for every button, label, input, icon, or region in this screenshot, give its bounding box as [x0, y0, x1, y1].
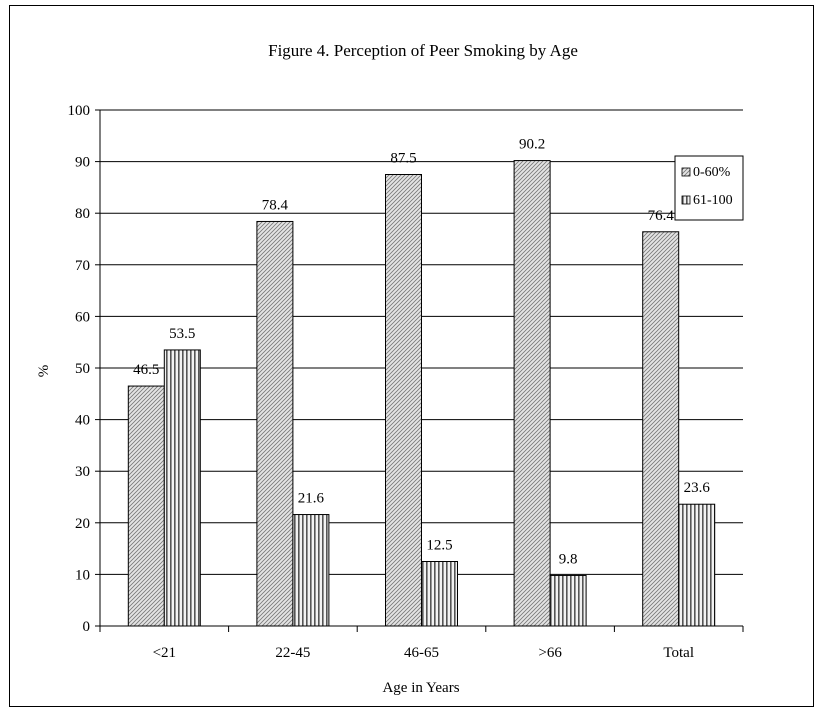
- y-tick-label-80: 80: [75, 206, 90, 222]
- data-label-61-100-total: 23.6: [684, 480, 711, 496]
- y-axis-tick-labels: 0 10 20 30 40 50 60 70 80 90 100: [68, 103, 91, 635]
- y-tick-label-40: 40: [75, 413, 90, 429]
- legend-label-61-100: 61-100: [693, 193, 733, 208]
- y-tick-label-100: 100: [68, 103, 91, 119]
- y-tick-label-50: 50: [75, 361, 90, 377]
- bar-61-100-46-65: [421, 561, 458, 627]
- y-tick-label-70: 70: [75, 258, 90, 274]
- y-tick-label-20: 20: [75, 516, 90, 532]
- data-label-61-100-66: 9.8: [559, 551, 578, 567]
- data-label-0-60-22-45: 78.4: [262, 197, 289, 213]
- x-tick-label-22-45: 22-45: [275, 645, 310, 661]
- legend-box: [674, 155, 744, 221]
- bar-61-100-21: [163, 349, 201, 627]
- x-tick-label-66: >66: [538, 645, 562, 661]
- y-tick-label-30: 30: [75, 464, 90, 480]
- data-label-0-60-total: 76.4: [648, 208, 675, 224]
- bar-0-60-21: [127, 385, 165, 627]
- y-tick-label-90: 90: [75, 155, 90, 171]
- x-tick-label-21: <21: [153, 645, 176, 661]
- x-tick-label-total: Total: [663, 645, 694, 661]
- x-tick-label-46-65: 46-65: [404, 645, 439, 661]
- data-label-61-100-21: 53.5: [169, 326, 195, 342]
- bar-0-60-total: [642, 231, 680, 627]
- bars: [127, 160, 716, 627]
- bar-61-100-66: [549, 574, 587, 627]
- legend-swatch-61-100: [681, 195, 691, 205]
- y-tick-label-10: 10: [75, 567, 90, 583]
- bar-61-100-total: [678, 503, 716, 627]
- chart-frame: Figure 4. Perception of Peer Smoking by …: [9, 5, 814, 707]
- legend-swatch-0-60: [681, 167, 691, 177]
- y-tick-label-0: 0: [83, 619, 91, 635]
- data-label-61-100-46-65: 12.5: [426, 538, 452, 554]
- bar-0-60-22-45: [256, 220, 294, 627]
- data-labels: 46.5 53.5 78.4 21.6 87.5 12.5 90.2 9.8 76.4 23.6: [133, 137, 710, 568]
- data-label-0-60-66: 90.2: [519, 137, 545, 153]
- x-axis-tick-labels: <21 22-45 46-65 >66 Total: [153, 645, 694, 661]
- x-axis-label: Age in Years: [382, 680, 459, 696]
- bar-0-60-46-65: [385, 174, 422, 627]
- bar-chart: Figure 4. Perception of Peer Smoking by …: [36, 41, 744, 696]
- data-label-0-60-46-65: 87.5: [390, 151, 416, 167]
- legend-label-0-60: 0-60%: [693, 165, 731, 180]
- legend: 0-60% 61-100: [674, 155, 744, 221]
- y-axis-label: %: [36, 365, 52, 378]
- chart-title: Figure 4. Perception of Peer Smoking by …: [268, 41, 578, 60]
- data-label-0-60-21: 46.5: [133, 362, 159, 378]
- data-label-61-100-22-45: 21.6: [298, 491, 325, 507]
- y-tick-label-60: 60: [75, 309, 90, 325]
- bar-0-60-66: [513, 160, 551, 627]
- axes: [99, 110, 744, 632]
- bar-61-100-22-45: [292, 514, 330, 627]
